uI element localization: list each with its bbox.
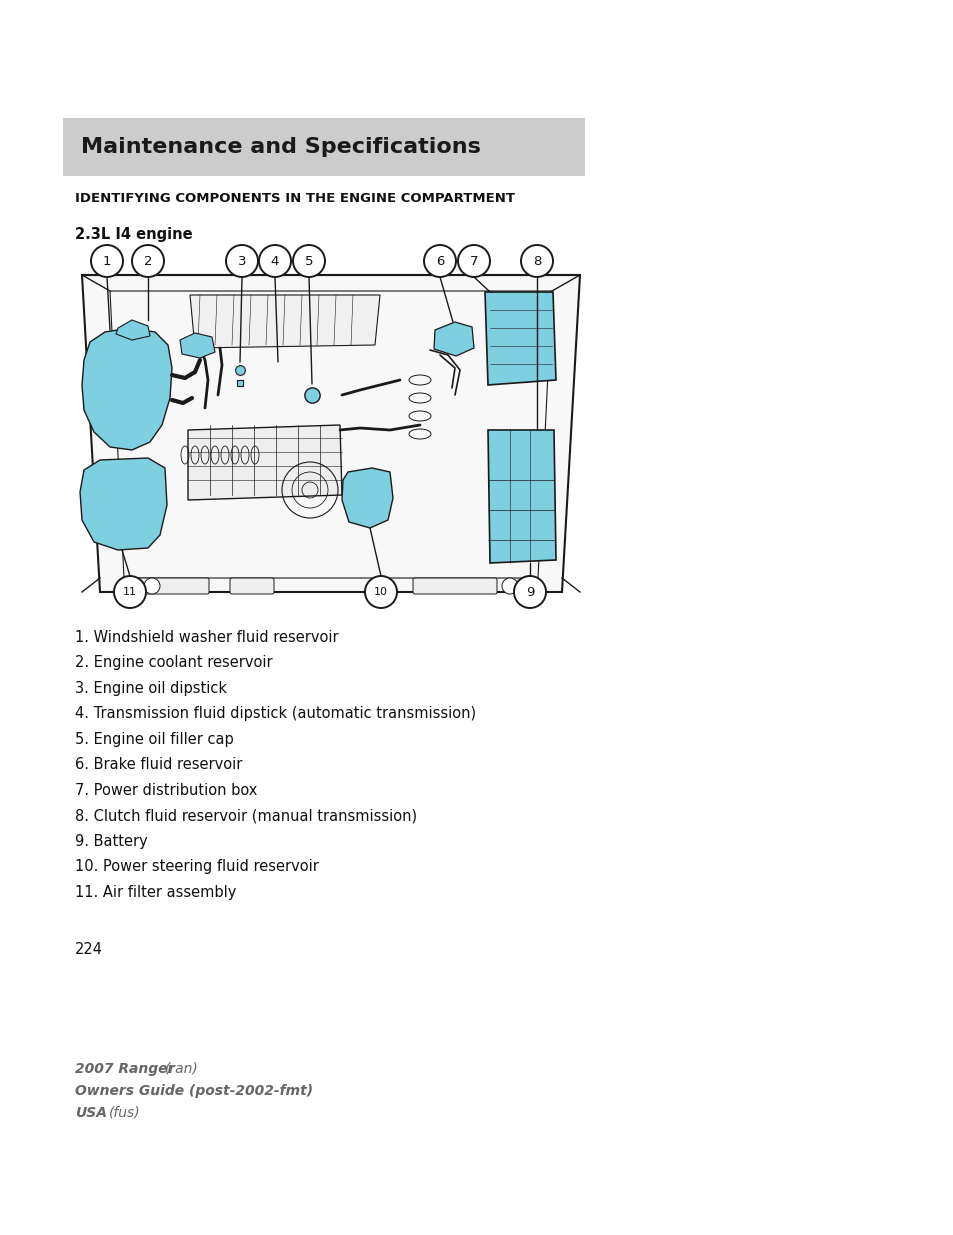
Circle shape [226, 245, 257, 277]
Circle shape [113, 576, 146, 608]
Circle shape [258, 245, 291, 277]
Text: 2.3L I4 engine: 2.3L I4 engine [75, 226, 193, 242]
Circle shape [423, 245, 456, 277]
Text: 10: 10 [374, 587, 388, 597]
Text: 3. Engine oil dipstick: 3. Engine oil dipstick [75, 680, 227, 697]
Text: 11. Air filter assembly: 11. Air filter assembly [75, 885, 236, 900]
Polygon shape [188, 425, 341, 500]
Text: Maintenance and Specifications: Maintenance and Specifications [81, 137, 480, 157]
Polygon shape [80, 458, 167, 550]
Circle shape [514, 576, 545, 608]
Circle shape [501, 578, 517, 594]
Circle shape [365, 576, 396, 608]
Circle shape [91, 245, 123, 277]
Polygon shape [484, 291, 556, 385]
FancyBboxPatch shape [125, 578, 209, 594]
Text: 10. Power steering fluid reservoir: 10. Power steering fluid reservoir [75, 860, 318, 874]
Polygon shape [190, 295, 379, 348]
Text: 4. Transmission fluid dipstick (automatic transmission): 4. Transmission fluid dipstick (automati… [75, 706, 476, 721]
Text: 2: 2 [144, 254, 152, 268]
Text: Owners Guide (post-2002-fmt): Owners Guide (post-2002-fmt) [75, 1084, 313, 1098]
Circle shape [144, 578, 160, 594]
Text: 7. Power distribution box: 7. Power distribution box [75, 783, 257, 798]
Text: 7: 7 [469, 254, 477, 268]
Text: 8: 8 [533, 254, 540, 268]
Text: 224: 224 [75, 942, 103, 957]
Text: USA: USA [75, 1107, 107, 1120]
Text: 2. Engine coolant reservoir: 2. Engine coolant reservoir [75, 656, 273, 671]
Polygon shape [82, 275, 579, 592]
FancyBboxPatch shape [63, 119, 584, 177]
Text: IDENTIFYING COMPONENTS IN THE ENGINE COMPARTMENT: IDENTIFYING COMPONENTS IN THE ENGINE COM… [75, 191, 515, 205]
Polygon shape [434, 322, 474, 356]
Text: 3: 3 [237, 254, 246, 268]
Circle shape [520, 245, 553, 277]
Text: 5. Engine oil filler cap: 5. Engine oil filler cap [75, 732, 233, 747]
Circle shape [132, 245, 164, 277]
Text: 5: 5 [304, 254, 313, 268]
Polygon shape [180, 333, 214, 358]
Text: 2007 Ranger: 2007 Ranger [75, 1062, 174, 1076]
Text: 9. Battery: 9. Battery [75, 834, 148, 848]
Text: 1: 1 [103, 254, 112, 268]
Polygon shape [82, 329, 172, 450]
Circle shape [293, 245, 325, 277]
Text: 9: 9 [525, 585, 534, 599]
Text: 1. Windshield washer fluid reservoir: 1. Windshield washer fluid reservoir [75, 630, 338, 645]
Text: (fus): (fus) [109, 1107, 140, 1120]
Polygon shape [341, 468, 393, 529]
Text: 6. Brake fluid reservoir: 6. Brake fluid reservoir [75, 757, 242, 773]
Polygon shape [488, 430, 556, 563]
Text: 6: 6 [436, 254, 444, 268]
Text: 11: 11 [123, 587, 137, 597]
Text: 8. Clutch fluid reservoir (manual transmission): 8. Clutch fluid reservoir (manual transm… [75, 809, 416, 824]
Circle shape [457, 245, 490, 277]
Text: 4: 4 [271, 254, 279, 268]
FancyBboxPatch shape [230, 578, 274, 594]
Text: (ran): (ran) [165, 1062, 198, 1076]
Polygon shape [116, 320, 150, 340]
FancyBboxPatch shape [413, 578, 497, 594]
